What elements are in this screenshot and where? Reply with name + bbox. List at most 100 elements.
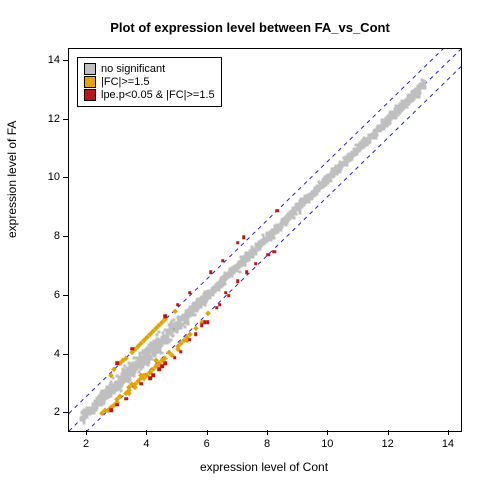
data-point-no-significant	[220, 285, 223, 288]
data-point-lpe-sig	[109, 409, 113, 413]
data-point-lpe-sig	[245, 271, 249, 275]
data-point-no-significant	[349, 155, 352, 158]
data-point-no-significant	[229, 275, 232, 278]
data-point-no-significant	[299, 211, 302, 214]
data-point-lpe-sig	[242, 235, 246, 239]
data-point-no-significant	[157, 346, 160, 349]
data-point-no-significant	[275, 232, 278, 235]
data-point-no-significant	[270, 239, 273, 242]
data-point-no-significant	[153, 347, 156, 350]
data-point-lpe-sig	[115, 403, 119, 407]
data-point-lpe-sig	[209, 271, 213, 275]
data-point-no-significant	[292, 216, 295, 219]
data-point-no-significant	[126, 374, 129, 377]
data-point-lpe-sig	[140, 382, 144, 386]
data-point-no-significant	[164, 342, 167, 345]
data-point-no-significant	[417, 96, 420, 99]
data-point-lpe-sig	[176, 303, 180, 307]
data-point-no-significant	[334, 165, 337, 168]
data-point-no-significant	[169, 332, 172, 335]
data-point-no-significant	[193, 308, 196, 311]
data-point-no-significant	[344, 160, 347, 163]
data-point-no-significant	[82, 412, 85, 415]
data-point-no-significant	[143, 362, 146, 365]
y-tick-label: 10	[42, 171, 60, 183]
plot-area: no significant|FC|>=1.5lpe.p<0.05 & |FC|…	[68, 48, 462, 432]
data-point-no-significant	[120, 384, 123, 387]
data-point-no-significant	[190, 306, 193, 309]
data-point-no-significant	[179, 317, 182, 320]
y-tick	[63, 412, 68, 413]
data-point-no-significant	[105, 389, 108, 392]
x-axis-label: expression level of Cont	[68, 460, 460, 474]
x-tick-label: 6	[204, 438, 210, 450]
data-point-no-significant	[299, 208, 302, 211]
data-point-lpe-sig	[227, 294, 231, 298]
data-point-no-significant	[223, 275, 226, 278]
data-point-no-significant	[253, 249, 256, 252]
data-point-lpe-sig	[275, 209, 279, 213]
x-tick-label: 2	[83, 438, 89, 450]
data-point-lpe-sig	[179, 350, 183, 354]
data-point-no-significant	[172, 325, 175, 328]
data-point-no-significant	[135, 367, 138, 370]
data-point-no-significant	[239, 260, 242, 263]
data-point-no-significant	[390, 112, 393, 115]
data-point-no-significant	[217, 287, 220, 290]
data-point-fc-1.5	[112, 367, 117, 372]
data-point-no-significant	[317, 186, 320, 189]
data-point-no-significant	[96, 400, 99, 403]
legend-label: lpe.p<0.05 & |FC|>=1.5	[101, 89, 215, 101]
y-tick-label: 14	[42, 54, 60, 66]
data-point-lpe-sig	[236, 241, 240, 245]
data-point-no-significant	[94, 404, 97, 407]
data-point-no-significant	[274, 229, 277, 232]
data-point-no-significant	[401, 100, 404, 103]
data-point-lpe-sig	[173, 356, 177, 360]
data-point-no-significant	[284, 220, 287, 223]
data-point-no-significant	[314, 192, 317, 195]
y-axis-label: expression level of FA	[5, 121, 19, 238]
legend-swatch	[84, 63, 96, 75]
data-point-no-significant	[396, 113, 399, 116]
data-point-fc-1.5	[163, 355, 168, 360]
data-point-no-significant	[423, 87, 426, 90]
data-point-no-significant	[101, 390, 104, 393]
data-point-no-significant	[182, 323, 185, 326]
data-point-no-significant	[166, 338, 169, 341]
data-point-no-significant	[176, 327, 179, 330]
data-point-no-significant	[165, 328, 168, 331]
y-tick-label: 12	[42, 113, 60, 125]
data-point-no-significant	[310, 195, 313, 198]
data-point-no-significant	[169, 339, 172, 342]
data-point-no-significant	[130, 368, 133, 371]
data-point-no-significant	[401, 108, 404, 111]
legend-row: lpe.p<0.05 & |FC|>=1.5	[84, 89, 215, 101]
data-point-no-significant	[96, 397, 99, 400]
data-point-lpe-sig	[224, 291, 228, 295]
data-point-no-significant	[325, 179, 328, 182]
x-tick	[86, 430, 87, 435]
legend-label: |FC|>=1.5	[101, 76, 150, 88]
data-point-no-significant	[335, 172, 338, 175]
data-point-no-significant	[122, 367, 125, 370]
y-tick	[63, 119, 68, 120]
data-point-fc-1.5	[172, 308, 177, 313]
data-point-no-significant	[83, 417, 86, 420]
data-point-no-significant	[231, 267, 234, 270]
data-point-no-significant	[123, 365, 126, 368]
data-point-no-significant	[185, 317, 188, 320]
data-point-no-significant	[111, 377, 114, 380]
data-point-no-significant	[191, 313, 194, 316]
data-point-no-significant	[295, 203, 298, 206]
data-point-no-significant	[284, 224, 287, 227]
legend-swatch	[84, 76, 96, 88]
data-point-no-significant	[380, 126, 383, 129]
data-point-no-significant	[149, 351, 152, 354]
x-tick-label: 12	[382, 438, 394, 450]
y-tick-label: 6	[42, 289, 60, 301]
data-point-lpe-sig	[161, 365, 165, 369]
data-point-no-significant	[414, 95, 417, 98]
chart-title: Plot of expression level between FA_vs_C…	[0, 20, 500, 35]
data-point-no-significant	[229, 270, 232, 273]
